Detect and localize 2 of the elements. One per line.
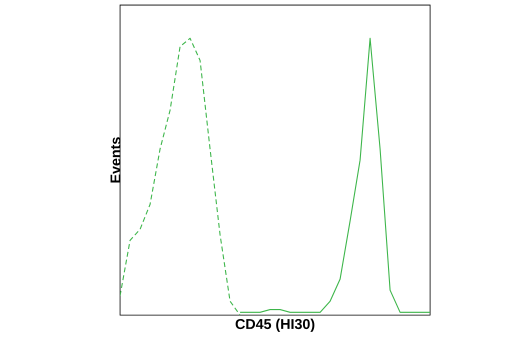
y-axis-title: Events xyxy=(110,137,121,183)
x-axis-title: CD45 (HI30) xyxy=(236,318,314,332)
